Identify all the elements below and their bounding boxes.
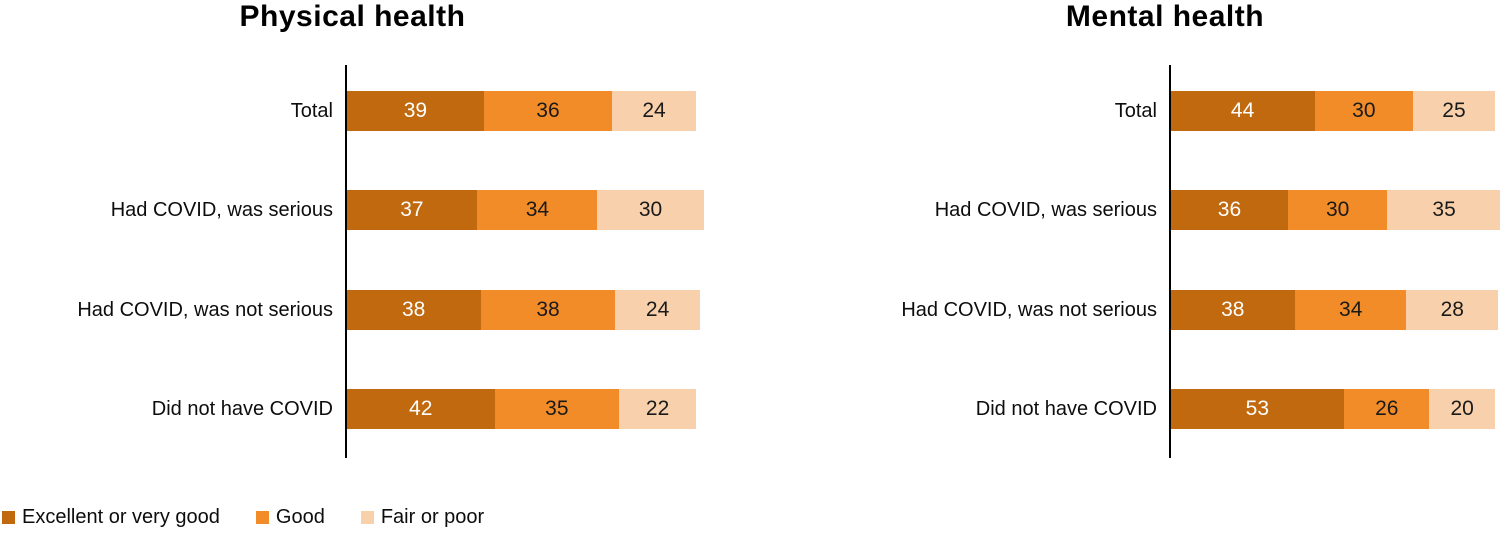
bar-segment: 53 [1170,388,1345,429]
segment-value-label: 39 [403,99,428,122]
legend-swatch [2,511,15,524]
legend-item: Fair or poor [360,506,485,529]
bar-segment: 30 [1314,91,1413,131]
y-axis-line [345,65,347,458]
segment-value-label: 35 [545,396,569,420]
legend-item: Excellent or very good [2,506,220,529]
bar-segment: 20 [1429,388,1495,429]
segment-value-label: 30 [638,198,663,222]
bar-row: 53 26 20 [1170,388,1495,429]
chart-title: Mental health [1065,0,1265,33]
bar-segment: 22 [618,388,697,429]
segment-value-label: 20 [1450,396,1474,420]
bar-segment: 42 [346,388,495,429]
category-label: Had COVID, was not serious [901,298,1157,321]
bar-segment: 24 [615,289,700,330]
bar-segment: 38 [1170,289,1296,330]
category-label: Total [290,100,333,122]
segment-value-label: 42 [409,396,433,420]
bar-segment: 39 [346,91,485,131]
bar-segment: 26 [1344,388,1430,429]
category-label: Had COVID, was serious [110,199,333,222]
legend-swatch [255,511,269,524]
bar-segment: 24 [611,91,697,131]
legend-swatch [360,511,374,524]
legend: Excellent or very good Good Fair or poor [2,506,484,529]
bar-row: 38 34 28 [1170,289,1499,330]
legend-label: Excellent or very good [22,506,220,528]
bar-segment: 30 [1288,190,1387,231]
segment-value-label: 38 [1221,297,1245,321]
segment-value-label: 30 [1352,99,1376,122]
bar-segment: 38 [346,289,481,330]
bar-segment: 34 [1295,289,1407,330]
segment-value-label: 25 [1442,99,1466,122]
bar-row: 38 38 24 [346,289,700,330]
bar-row: 44 30 25 [1170,91,1495,131]
segment-value-label: 36 [536,99,560,122]
chart-panel-physical-health: Physical health Total 39 36 24 Had COVID, wa… [0,0,750,480]
bar-row: 39 36 24 [346,91,697,131]
category-label: Total [1114,100,1157,122]
bar-row: 37 34 30 [346,190,704,231]
segment-value-label: 34 [525,198,550,222]
segment-value-label: 24 [642,99,666,122]
segment-value-label: 44 [1230,99,1255,122]
bar-row: 36 30 35 [1170,190,1500,231]
segment-value-label: 36 [1217,198,1242,222]
segment-value-label: 24 [645,297,670,321]
category-label: Did not have COVID [975,397,1157,420]
legend-label: Good [275,506,325,528]
chart-panel-mental-health: Mental health Total 44 30 25 Had COVID, was … [750,0,1500,480]
bar-segment: 38 [480,289,616,330]
bar-segment: 36 [484,91,612,131]
segment-value-label: 38 [401,297,426,321]
segment-value-label: 22 [645,396,670,420]
category-label: Did not have COVID [151,397,333,420]
chart-title: Physical health [239,0,466,33]
y-axis-line [1169,65,1171,458]
bar-segment: 44 [1170,91,1315,131]
segment-value-label: 53 [1245,396,1270,420]
category-label: Had COVID, was serious [934,199,1157,222]
segment-value-label: 37 [400,198,424,222]
bar-segment: 34 [477,190,598,231]
bar-segment: 35 [494,388,619,429]
legend-item: Good [255,506,325,529]
bar-segment: 35 [1386,190,1500,231]
segment-value-label: 30 [1325,198,1350,222]
segment-value-label: 26 [1375,396,1399,420]
legend-label: Fair or poor [380,506,485,528]
category-label: Had COVID, was not serious [77,298,333,321]
bar-segment: 30 [597,190,704,231]
bar-row: 42 35 22 [346,388,697,429]
bar-segment: 28 [1406,289,1499,330]
bar-segment: 25 [1412,91,1495,131]
segment-value-label: 38 [536,297,560,321]
segment-value-label: 28 [1440,297,1464,321]
bar-segment: 36 [1170,190,1289,231]
bar-segment: 37 [346,190,478,231]
segment-value-label: 35 [1432,198,1456,222]
segment-value-label: 34 [1339,297,1363,321]
